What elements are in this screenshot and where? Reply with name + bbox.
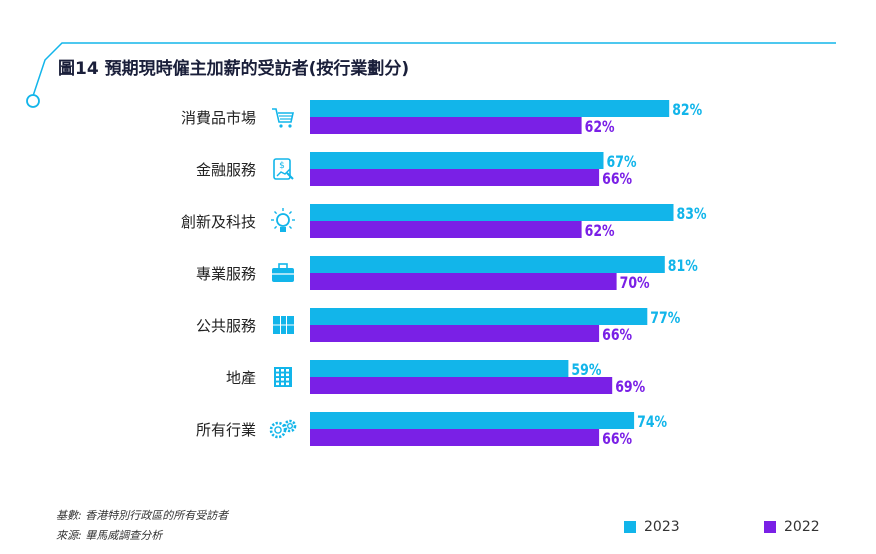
data-label-2023: 82% — [672, 100, 702, 119]
data-label-2022: 70% — [620, 273, 650, 292]
lightbulb-icon — [271, 208, 295, 232]
chart-title: 圖14 預期現時僱主加薪的受訪者(按行業劃分) — [58, 59, 410, 79]
svg-text:$: $ — [279, 161, 285, 171]
data-label-2023: 74% — [637, 412, 667, 431]
data-label-2022: 62% — [585, 117, 615, 136]
data-label-2023: 83% — [677, 204, 707, 223]
gears-icon — [269, 419, 297, 439]
legend-item-2023: 2023 — [624, 519, 680, 535]
category-label: 消費品市場 — [181, 109, 256, 127]
finance-chart-icon: $ — [273, 158, 294, 180]
legend-swatch-2023 — [624, 521, 636, 533]
bar-chart: 消費品市場 82%62%金融服務 $67%66%創新及科技 83%62%專業服務 81%… — [181, 100, 707, 448]
bar-2022 — [310, 169, 600, 186]
legend-item-2022: 2022 — [764, 519, 820, 535]
bar-2023 — [310, 152, 604, 169]
legend-label-2023: 2023 — [644, 519, 680, 535]
footer-source-note: 來源: 畢馬威調查分析 — [56, 529, 163, 542]
category-label: 所有行業 — [196, 421, 256, 439]
data-label-2022: 66% — [602, 325, 632, 344]
bar-2023 — [310, 100, 670, 117]
data-label-2022: 69% — [615, 377, 645, 396]
bar-2022 — [310, 325, 600, 342]
data-label-2022: 62% — [585, 221, 615, 240]
legend-swatch-2022 — [764, 521, 776, 533]
bar-2023 — [310, 256, 665, 273]
category-label: 公共服務 — [196, 317, 256, 335]
building-columns-icon — [273, 316, 294, 334]
bar-2023 — [310, 360, 569, 377]
bar-2023 — [310, 412, 635, 429]
bar-2022 — [310, 273, 617, 290]
bar-2023 — [310, 204, 674, 221]
bar-2022 — [310, 117, 582, 134]
category-label: 專業服務 — [196, 265, 256, 283]
shopping-cart-icon — [272, 108, 294, 128]
bar-2022 — [310, 221, 582, 238]
category-label: 金融服務 — [196, 161, 256, 179]
data-label-2023: 67% — [607, 152, 637, 171]
building-icon — [274, 367, 292, 387]
bar-2023 — [310, 308, 648, 325]
category-label: 創新及科技 — [181, 213, 256, 231]
footer-base-note: 基數: 香港特別行政區的所有受訪者 — [56, 509, 229, 522]
data-label-2023: 81% — [668, 256, 698, 275]
data-label-2023: 77% — [650, 308, 680, 327]
bar-2022 — [310, 377, 613, 394]
legend-label-2022: 2022 — [784, 519, 820, 535]
data-label-2022: 66% — [602, 429, 632, 448]
briefcase-icon — [272, 263, 294, 282]
bar-2022 — [310, 429, 600, 446]
data-label-2022: 66% — [602, 169, 632, 188]
frame-dot — [26, 94, 40, 108]
category-label: 地產 — [226, 369, 256, 387]
data-label-2023: 59% — [571, 360, 601, 379]
